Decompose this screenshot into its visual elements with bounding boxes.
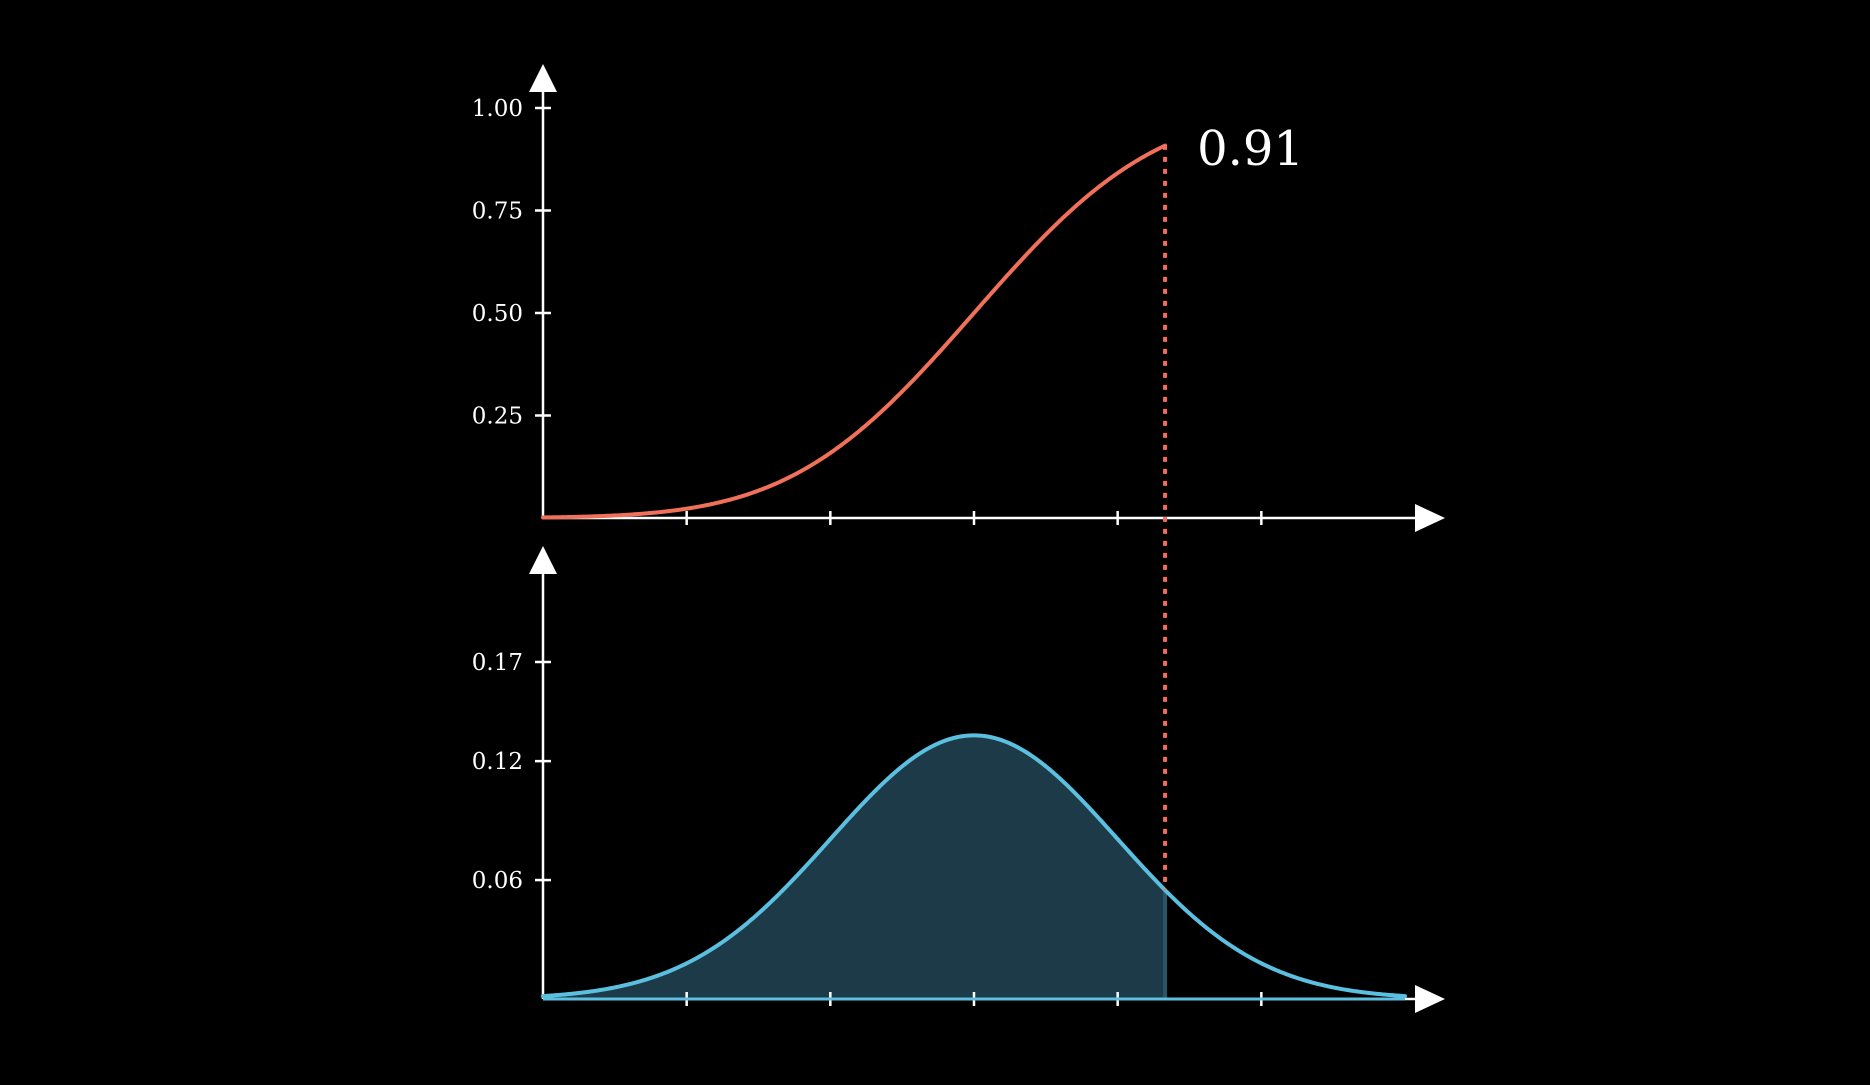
cdf-x-axis-arrow — [1415, 504, 1445, 532]
cdf-y-axis-arrow — [529, 64, 557, 92]
pdf-y-axis-arrow — [529, 546, 557, 574]
pdf-y-tick-label: 0.06 — [472, 868, 523, 894]
cdf-curve — [541, 143, 1168, 520]
pdf-curve — [541, 733, 1407, 999]
cdf-y-tick-label: 0.50 — [472, 301, 523, 327]
pdf-y-tick-label: 0.12 — [472, 749, 523, 775]
cdf-y-tick-label: 0.75 — [472, 199, 523, 225]
cdf-y-tick-label: 1.00 — [472, 96, 523, 122]
cdf-y-tick-label: 0.25 — [472, 404, 523, 430]
pdf-shaded-area — [543, 735, 1166, 999]
cdf-marker-value-label: 0.91 — [1197, 121, 1304, 177]
pdf-y-tick-label: 0.17 — [472, 650, 523, 676]
pdf-x-axis-arrow — [1415, 985, 1445, 1013]
